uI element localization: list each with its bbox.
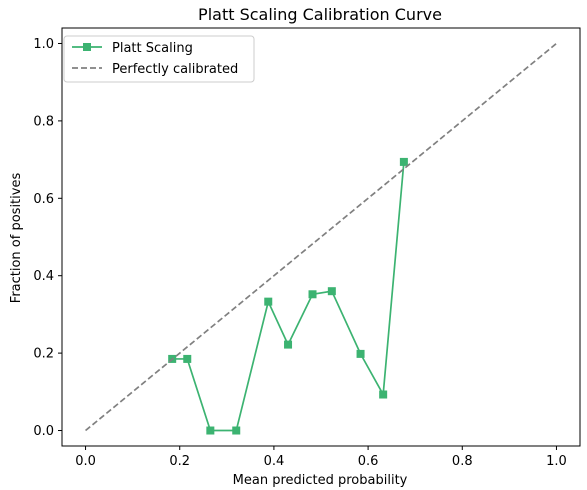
y-tick-label: 1.0 xyxy=(33,37,54,52)
chart-title: Platt Scaling Calibration Curve xyxy=(198,5,442,24)
data-point-platt-scaling xyxy=(206,426,215,435)
data-point-platt-scaling xyxy=(232,426,241,435)
y-tick-label: 0.8 xyxy=(33,114,54,129)
x-axis-label: Mean predicted probability xyxy=(233,473,408,488)
legend-label-platt-scaling: Platt Scaling xyxy=(112,41,193,56)
data-point-platt-scaling xyxy=(327,287,336,296)
y-tick-label: 0.4 xyxy=(33,269,54,284)
y-tick-label: 0.6 xyxy=(33,192,54,207)
data-point-platt-scaling xyxy=(264,297,273,306)
y-tick-label: 0.2 xyxy=(33,347,54,362)
data-point-platt-scaling xyxy=(399,157,408,166)
data-point-platt-scaling xyxy=(356,349,365,358)
data-point-platt-scaling xyxy=(379,390,388,399)
data-point-platt-scaling xyxy=(183,354,192,363)
plot-frame xyxy=(61,27,581,447)
x-tick-label: 0.6 xyxy=(358,454,379,469)
data-point-platt-scaling xyxy=(284,340,293,349)
y-tick-label: 0.0 xyxy=(33,424,54,439)
x-tick-label: 0.0 xyxy=(75,454,96,469)
data-point-platt-scaling xyxy=(308,290,317,299)
legend: Platt Scaling Perfectly calibrated xyxy=(63,35,255,83)
legend-box xyxy=(63,35,255,83)
series-line-perfectly-calibrated xyxy=(85,42,557,432)
series-line-platt-scaling xyxy=(172,161,405,432)
y-axis-label: Fraction of positives xyxy=(9,173,24,304)
plot-area: 0.0 0.2 0.4 0.6 0.8 1.0 0.0 0.2 0.4 0.6 0.8 1.0 xyxy=(33,27,581,469)
x-tick-label: 0.4 xyxy=(264,454,285,469)
x-tick-label: 0.2 xyxy=(169,454,190,469)
legend-marker-platt-scaling xyxy=(83,43,91,51)
x-tick-label: 1.0 xyxy=(546,454,567,469)
x-tick-label: 0.8 xyxy=(452,454,473,469)
legend-label-perfectly-calibrated: Perfectly calibrated xyxy=(112,62,238,77)
